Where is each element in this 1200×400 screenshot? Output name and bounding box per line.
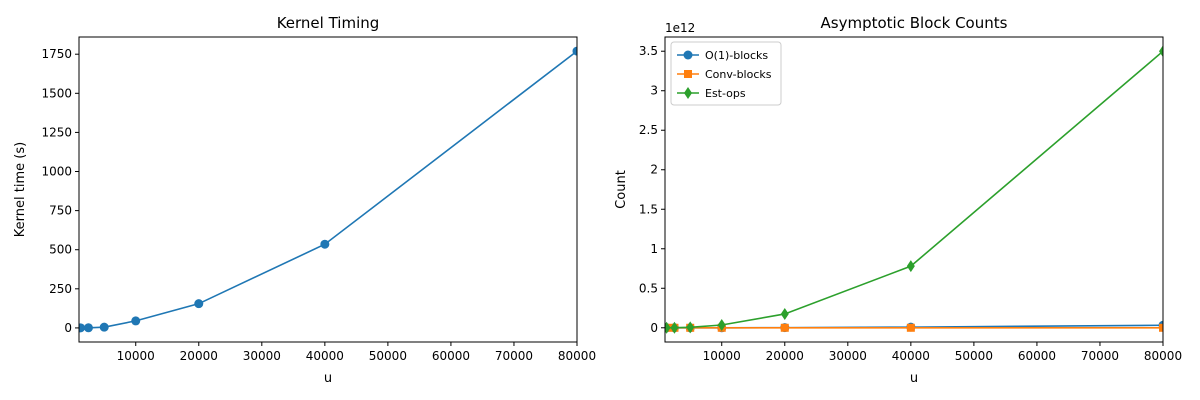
y-tick-label: 1000 (41, 165, 72, 179)
data-point-conv-blocks-5 (906, 323, 915, 332)
y-tick-label: 750 (49, 204, 72, 218)
y-tick-label: 250 (49, 282, 72, 296)
x-tick-label: 80000 (558, 349, 596, 363)
series-line-series (80, 50, 577, 329)
y-tick-label: 1500 (41, 86, 72, 100)
y-tick-label: 3.5 (639, 44, 658, 58)
data-point-conv-blocks-6 (1159, 323, 1163, 332)
data-point-series-4 (194, 299, 204, 309)
legend-marker-conv-blocks (684, 70, 692, 78)
plot-area (665, 45, 1163, 334)
legend-entry-est-ops: Est-ops (677, 87, 746, 100)
y-tick-label: 1 (650, 242, 658, 256)
x-tick-label: 40000 (306, 349, 344, 363)
legend-entry-conv-blocks: Conv-blocks (677, 68, 772, 81)
y-tick-label: 1750 (41, 47, 72, 61)
y-tick-label: 3 (650, 84, 658, 98)
chart-title: Kernel Timing (277, 14, 380, 32)
legend-entry-o-1-blocks: O(1)-blocks (677, 49, 768, 62)
data-point-series-5 (320, 239, 330, 249)
y-tick-label: 1250 (41, 125, 72, 139)
legend-box (670, 41, 782, 106)
series-est-ops (665, 45, 1163, 334)
x-tick-label: 50000 (369, 349, 407, 363)
y-tick-label: 1.5 (639, 202, 658, 216)
data-point-series-1 (83, 323, 93, 333)
x-tick-label: 80000 (1144, 349, 1182, 363)
x-tick-label: 60000 (432, 349, 470, 363)
data-point-est-ops-4 (780, 307, 789, 320)
data-point-est-ops-1 (670, 321, 679, 334)
data-point-series-6 (572, 46, 577, 56)
data-point-series-2 (99, 322, 109, 332)
kernel-timing-chart: 10000 20000 30000 40000 50000 60000 70000 80000… (13, 14, 596, 386)
x-axis-label: u (324, 371, 332, 386)
axis-offset-label: 1e12 (665, 21, 695, 35)
y-tick-label: 2.5 (639, 123, 658, 137)
axes-frame (664, 36, 1164, 343)
x-tick-label: 10000 (703, 349, 741, 363)
legend-marker-est-ops (684, 87, 692, 99)
x-tick-label: 30000 (829, 349, 867, 363)
y-tick-label: 2 (650, 163, 658, 177)
data-point-series-0 (79, 323, 86, 333)
x-tick-label: 60000 (1018, 349, 1056, 363)
x-tick-label: 20000 (766, 349, 804, 363)
y-axis-label: Kernel time (s) (13, 142, 28, 237)
data-point-est-ops-5 (906, 260, 915, 273)
y-tick-label: 0 (650, 321, 658, 335)
block-counts-chart: 10000 20000 30000 40000 50000 60000 70000 80000… (614, 14, 1182, 386)
y-tick-label: 500 (49, 243, 72, 257)
legend: O(1)-blocks Conv-blocks Est-ops (670, 41, 782, 106)
legend-label: Conv-blocks (705, 68, 772, 81)
x-tick-label: 20000 (180, 349, 218, 363)
x-tick-label: 10000 (117, 349, 155, 363)
data-point-conv-blocks-4 (780, 323, 789, 332)
legend-label: Est-ops (705, 87, 746, 100)
plot-area (79, 46, 577, 333)
data-point-est-ops-2 (686, 321, 695, 334)
x-tick-label: 30000 (243, 349, 281, 363)
x-tick-label: 50000 (955, 349, 993, 363)
chart-title: Asymptotic Block Counts (821, 14, 1008, 32)
series-series (79, 46, 577, 333)
data-point-est-ops-0 (665, 321, 671, 334)
series-conv-blocks (665, 323, 1163, 332)
data-point-est-ops-3 (717, 319, 726, 332)
axes-frame (78, 36, 578, 343)
x-tick-label: 70000 (495, 349, 533, 363)
x-tick-label: 70000 (1081, 349, 1119, 363)
data-point-est-ops-6 (1159, 45, 1163, 58)
x-tick-label: 40000 (892, 349, 930, 363)
data-point-series-3 (131, 316, 141, 326)
y-axis-label: Count (614, 170, 629, 209)
y-tick-label: 0 (64, 321, 72, 335)
x-axis-label: u (910, 371, 918, 386)
legend-label: O(1)-blocks (705, 49, 768, 62)
legend-marker-o-1-blocks (683, 50, 693, 60)
y-tick-label: 0.5 (639, 281, 658, 295)
